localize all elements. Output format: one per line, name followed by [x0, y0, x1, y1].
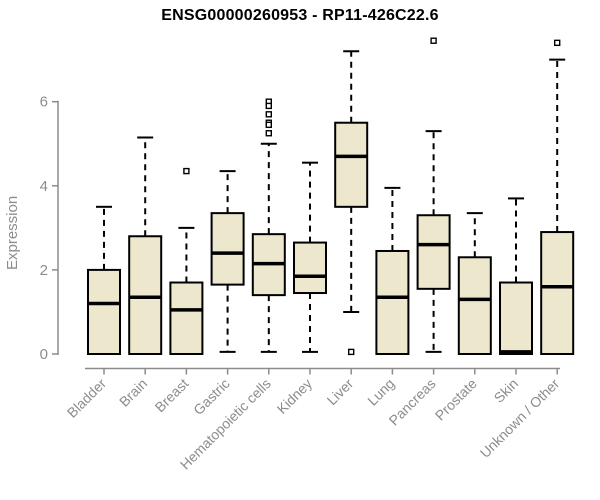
box-body	[416, 214, 451, 290]
outlier-point	[348, 348, 355, 356]
y-tick-label: 4	[40, 178, 48, 195]
outlier-point	[265, 111, 272, 118]
box-body	[293, 241, 327, 295]
x-tick-label: Kidney	[274, 375, 316, 417]
box-body	[87, 268, 121, 355]
x-tick-label: Skin	[491, 375, 522, 406]
outlier-point	[265, 130, 272, 137]
x-tick-label: Breast	[152, 375, 192, 415]
x-tick-label: Brain	[116, 375, 150, 409]
box-hematopoietic-cells	[251, 98, 286, 353]
outlier-point	[183, 167, 190, 175]
y-tick-label: 2	[40, 262, 48, 279]
box-kidney	[293, 161, 327, 353]
box-body	[499, 281, 533, 356]
box-lung	[375, 186, 410, 355]
x-tick-label: Bladder	[64, 375, 110, 421]
box-body	[540, 231, 575, 355]
box-breast	[169, 167, 204, 356]
y-tick-label: 0	[40, 346, 48, 363]
box-unknown-other	[540, 39, 575, 355]
box-body	[128, 235, 163, 355]
y-tick-label: 6	[40, 94, 48, 111]
box-body	[457, 256, 492, 355]
x-tick-label: Prostate	[432, 375, 480, 423]
outlier-point	[554, 39, 561, 47]
box-body	[169, 281, 204, 356]
box-body	[334, 121, 369, 208]
box-skin	[499, 197, 533, 356]
box-body	[210, 212, 245, 286]
x-tick-label: Liver	[324, 375, 357, 408]
outlier-point	[265, 102, 272, 110]
box-prostate	[457, 212, 492, 355]
box-brain	[128, 136, 163, 355]
x-tick-label: Lung	[364, 375, 397, 408]
box-pancreas	[416, 37, 451, 353]
outlier-point	[265, 121, 272, 129]
box-gastric	[210, 170, 245, 353]
chart-title: ENSG00000260953 - RP11-426C22.6	[161, 7, 439, 24]
box-body	[375, 249, 410, 355]
outlier-point	[430, 37, 437, 44]
box-bladder	[87, 205, 121, 355]
box-liver	[334, 50, 369, 356]
